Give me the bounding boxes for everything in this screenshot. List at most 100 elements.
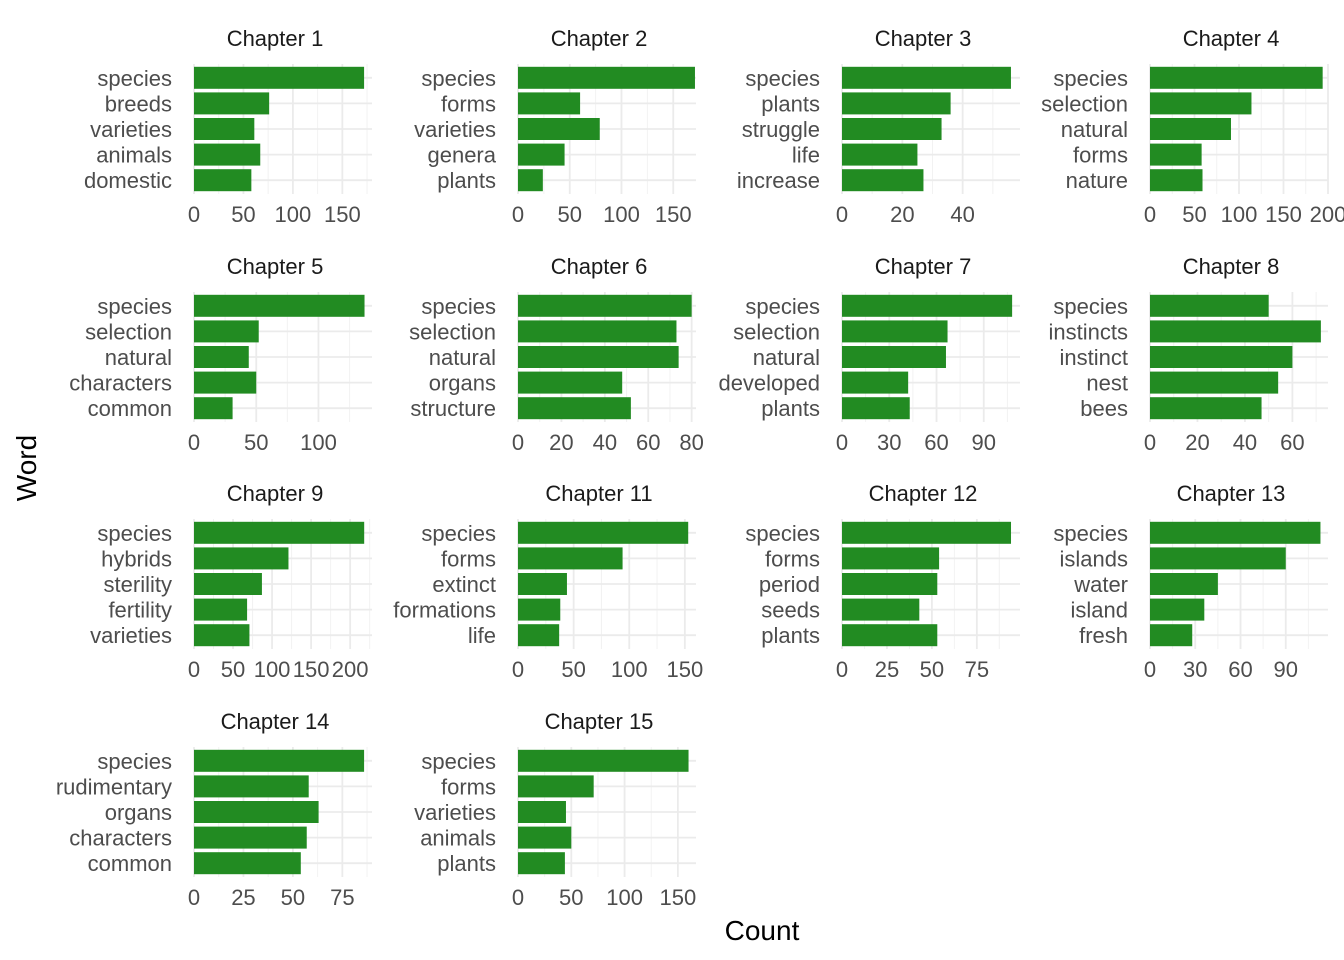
- category-label: organs: [105, 800, 172, 825]
- x-tick-label: 90: [972, 430, 996, 455]
- category-label: organs: [429, 371, 496, 396]
- category-label: developed: [718, 371, 820, 396]
- x-tick-label: 0: [1144, 202, 1156, 227]
- category-label: nature: [1066, 168, 1128, 193]
- category-label: breeds: [105, 91, 172, 116]
- bar-animals: [518, 826, 572, 849]
- x-tick-label: 50: [281, 885, 305, 910]
- x-tick-label: 150: [1265, 202, 1302, 227]
- bar-species: [1150, 66, 1323, 89]
- category-label: species: [1053, 294, 1128, 319]
- category-label: plants: [437, 851, 496, 876]
- x-tick-label: 30: [1183, 657, 1207, 682]
- bar-species: [1150, 521, 1321, 544]
- x-tick-label: 25: [875, 657, 899, 682]
- x-tick-label: 0: [188, 430, 200, 455]
- category-label: plants: [761, 91, 820, 116]
- bar-selection: [842, 320, 948, 343]
- category-label: animals: [96, 143, 172, 168]
- bar-forms: [518, 92, 581, 115]
- bar-species: [842, 294, 1013, 317]
- category-label: hybrids: [101, 546, 172, 571]
- x-tick-label: 200: [332, 657, 369, 682]
- panel-title: Chapter 3: [875, 26, 972, 51]
- bar-sterility: [194, 573, 262, 595]
- panel-title: Chapter 11: [545, 481, 652, 506]
- bar-period: [842, 573, 938, 595]
- panel-title: Chapter 2: [551, 26, 648, 51]
- bar-formations: [518, 598, 561, 621]
- category-label: selection: [409, 319, 496, 344]
- category-label: forms: [1073, 143, 1128, 168]
- bar-plants: [518, 852, 565, 875]
- category-label: species: [97, 749, 172, 774]
- x-tick-label: 40: [593, 430, 617, 455]
- bar-instincts: [1150, 320, 1321, 343]
- bar-selection: [518, 320, 677, 343]
- bar-developed: [842, 371, 909, 394]
- x-tick-label: 100: [275, 202, 312, 227]
- bar-seeds: [842, 598, 920, 621]
- x-tick-label: 50: [1182, 202, 1206, 227]
- bar-common: [194, 852, 301, 875]
- panel-title: Chapter 13: [1177, 481, 1286, 506]
- category-label: species: [421, 521, 496, 546]
- x-tick-label: 50: [244, 430, 268, 455]
- x-tick-label: 0: [188, 885, 200, 910]
- bar-species: [842, 66, 1011, 89]
- category-label: species: [97, 294, 172, 319]
- x-tick-label: 100: [603, 202, 640, 227]
- category-label: natural: [105, 345, 172, 370]
- x-tick-label: 0: [836, 657, 848, 682]
- bar-natural: [1150, 118, 1231, 140]
- bar-forms: [1150, 143, 1202, 166]
- panel-title: Chapter 6: [551, 254, 648, 279]
- bar-species: [194, 66, 365, 89]
- category-label: species: [745, 521, 820, 546]
- bar-struggle: [842, 118, 942, 140]
- x-tick-label: 20: [549, 430, 573, 455]
- category-label: seeds: [761, 598, 820, 623]
- x-tick-label: 90: [1274, 657, 1298, 682]
- x-tick-label: 75: [965, 657, 989, 682]
- x-tick-label: 60: [924, 430, 948, 455]
- category-label: island: [1071, 598, 1128, 623]
- category-label: genera: [427, 143, 496, 168]
- category-label: species: [1053, 521, 1128, 546]
- category-label: species: [745, 66, 820, 91]
- x-tick-label: 50: [920, 657, 944, 682]
- bar-animals: [194, 143, 261, 166]
- bar-natural: [518, 346, 679, 368]
- bar-species: [194, 749, 365, 772]
- category-label: sterility: [104, 572, 172, 597]
- bar-species: [518, 66, 695, 89]
- x-tick-label: 150: [324, 202, 361, 227]
- bar-island: [1150, 598, 1205, 621]
- bar-plants: [842, 397, 910, 420]
- x-tick-label: 100: [611, 657, 648, 682]
- bar-genera: [518, 143, 565, 166]
- x-tick-label: 50: [561, 657, 585, 682]
- x-tick-label: 30: [877, 430, 901, 455]
- category-label: plants: [761, 623, 820, 648]
- category-label: instincts: [1049, 319, 1128, 344]
- bar-breeds: [194, 92, 270, 115]
- category-label: plants: [761, 396, 820, 421]
- bar-life: [842, 143, 918, 166]
- panel-title: Chapter 1: [227, 26, 324, 51]
- bar-varieties: [194, 624, 250, 647]
- category-label: forms: [441, 774, 496, 799]
- x-tick-label: 0: [512, 657, 524, 682]
- x-tick-label: 80: [679, 430, 703, 455]
- bar-characters: [194, 371, 257, 394]
- category-label: life: [792, 143, 820, 168]
- category-label: instinct: [1060, 345, 1128, 370]
- panel-chapter-14: speciesrudimentaryorganscharacterscommon…: [56, 709, 372, 910]
- category-label: species: [421, 294, 496, 319]
